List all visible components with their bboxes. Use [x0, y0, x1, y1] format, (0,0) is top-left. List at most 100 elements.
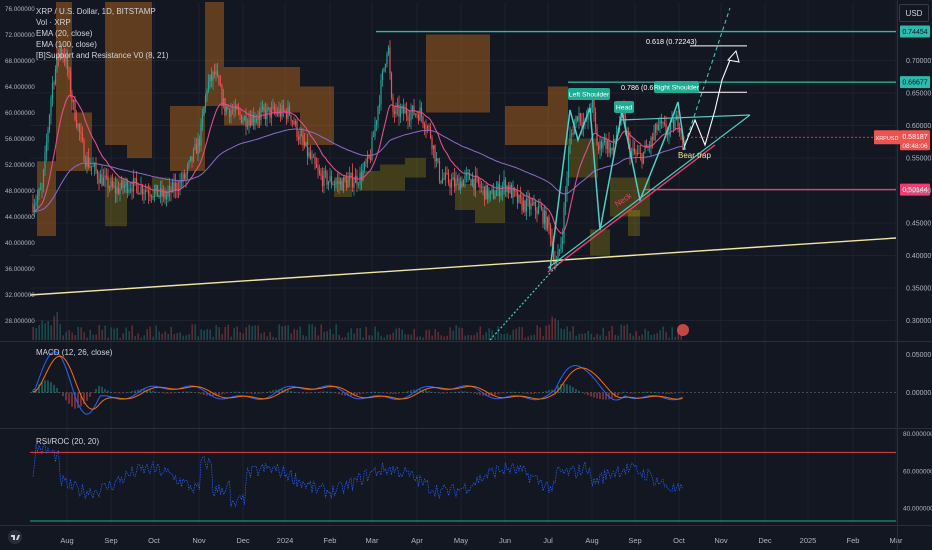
resistance-zone-1	[37, 161, 56, 236]
candle-body	[551, 238, 553, 244]
rsi-pane-title[interactable]: RSI/ROC (20, 20)	[36, 437, 100, 446]
legend-ema100[interactable]: EMA (100, close)	[36, 40, 97, 49]
candle-body	[153, 190, 156, 198]
volume-bar	[209, 329, 211, 340]
volume-bar	[413, 328, 415, 340]
macd-histogram-bar	[524, 392, 526, 394]
legend-support-resistance[interactable]: [B]Support and Resistance V0 (8, 21)	[36, 51, 169, 60]
macd-histogram-bar	[101, 386, 103, 393]
volume-bar	[77, 326, 79, 340]
macd-histogram-bar	[533, 392, 535, 394]
candle-body	[63, 56, 66, 62]
candle-body	[627, 132, 630, 140]
candle-body	[47, 130, 49, 143]
volume-bar	[116, 327, 118, 340]
candle-body	[89, 166, 91, 168]
macd-histogram-bar	[245, 392, 247, 394]
volume-bar	[671, 327, 673, 340]
candle-body	[405, 109, 408, 116]
candle-body	[233, 110, 235, 112]
candle-body	[137, 184, 139, 195]
candle-body	[458, 178, 460, 191]
volume-bar	[125, 327, 127, 340]
volume-bar	[359, 328, 361, 340]
macd-histogram-bar	[434, 392, 436, 394]
macd-histogram-bar	[305, 392, 307, 394]
candle-body	[569, 135, 571, 154]
volume-bar	[239, 332, 241, 340]
candle-body	[471, 178, 474, 186]
volume-bar	[119, 337, 121, 340]
rising-trendline	[547, 114, 751, 269]
x-axis-label-dec: Dec	[758, 536, 772, 545]
volume-bar	[131, 325, 133, 340]
legend-volume[interactable]: Vol · XRP	[36, 18, 71, 27]
macd-histogram-bar	[425, 390, 427, 393]
volume-bar	[443, 336, 445, 340]
volume-bar	[32, 326, 34, 340]
currency-button[interactable]: USD	[899, 4, 929, 22]
volume-bar	[71, 332, 73, 340]
y-axis-right-label: 0.60000	[906, 123, 931, 130]
candle-body	[48, 115, 51, 131]
candle-body	[462, 179, 465, 187]
volume-bar	[332, 334, 334, 340]
macd-histogram-bar	[392, 392, 394, 394]
volume-bar	[50, 325, 52, 340]
volume-bar	[416, 336, 418, 340]
candle-body	[195, 144, 198, 154]
candle-body	[315, 163, 318, 168]
volume-bar	[410, 334, 412, 340]
volume-bar	[176, 333, 178, 340]
macd-histogram-bar	[530, 392, 532, 394]
volume-bar	[341, 337, 343, 340]
macd-histogram-bar	[110, 391, 112, 393]
price-tag	[900, 130, 930, 151]
candle-body	[479, 183, 481, 188]
macd-histogram-bar	[71, 392, 73, 407]
macd-histogram-bar	[512, 391, 514, 393]
macd-histogram-bar	[134, 390, 136, 393]
candle-body	[318, 170, 321, 174]
candle-body	[353, 183, 355, 188]
volume-bar	[164, 331, 166, 340]
legend-title[interactable]: XRP / U.S. Dollar, 1D, BITSTAMP	[36, 7, 156, 16]
tradingview-logo-icon[interactable]	[8, 530, 22, 544]
volume-bar	[194, 324, 196, 340]
macd-histogram-bar	[191, 391, 193, 393]
y-axis-left-label: 36.000000	[5, 266, 35, 273]
volume-bar	[446, 335, 448, 340]
volume-bar	[269, 332, 271, 340]
candle-body	[305, 142, 307, 146]
macd-histogram-bar	[125, 392, 127, 394]
candle-body	[66, 54, 69, 70]
candle-body	[303, 142, 306, 146]
candle-body	[231, 110, 234, 112]
candle-body	[335, 182, 337, 185]
candle-body	[509, 184, 511, 193]
macd-histogram-bar	[239, 391, 241, 393]
volume-bar	[560, 328, 562, 340]
candle-body	[506, 185, 508, 192]
candle-body	[357, 184, 360, 186]
candle-body	[146, 190, 148, 192]
candle-body	[87, 156, 90, 167]
macd-histogram-bar	[212, 392, 214, 397]
volume-bar	[440, 335, 442, 340]
volume-bar	[428, 329, 430, 340]
candle-body	[338, 181, 340, 185]
volume-bar	[215, 325, 217, 340]
volume-bar	[146, 329, 148, 340]
candle-body	[465, 173, 468, 176]
macd-histogram-bar	[539, 392, 541, 394]
candle-body	[171, 181, 174, 193]
macd-pane-title[interactable]: MACD (12, 26, close)	[36, 348, 113, 357]
y-axis-right-label: 0.65000	[906, 91, 931, 98]
macd-histogram-bar	[464, 391, 466, 393]
volume-bar	[425, 330, 427, 340]
macd-histogram-bar	[158, 392, 160, 393]
legend-ema20[interactable]: EMA (20, close)	[36, 29, 93, 38]
volume-bar	[419, 336, 421, 340]
candle-body	[174, 182, 177, 191]
candle-body	[468, 172, 471, 180]
